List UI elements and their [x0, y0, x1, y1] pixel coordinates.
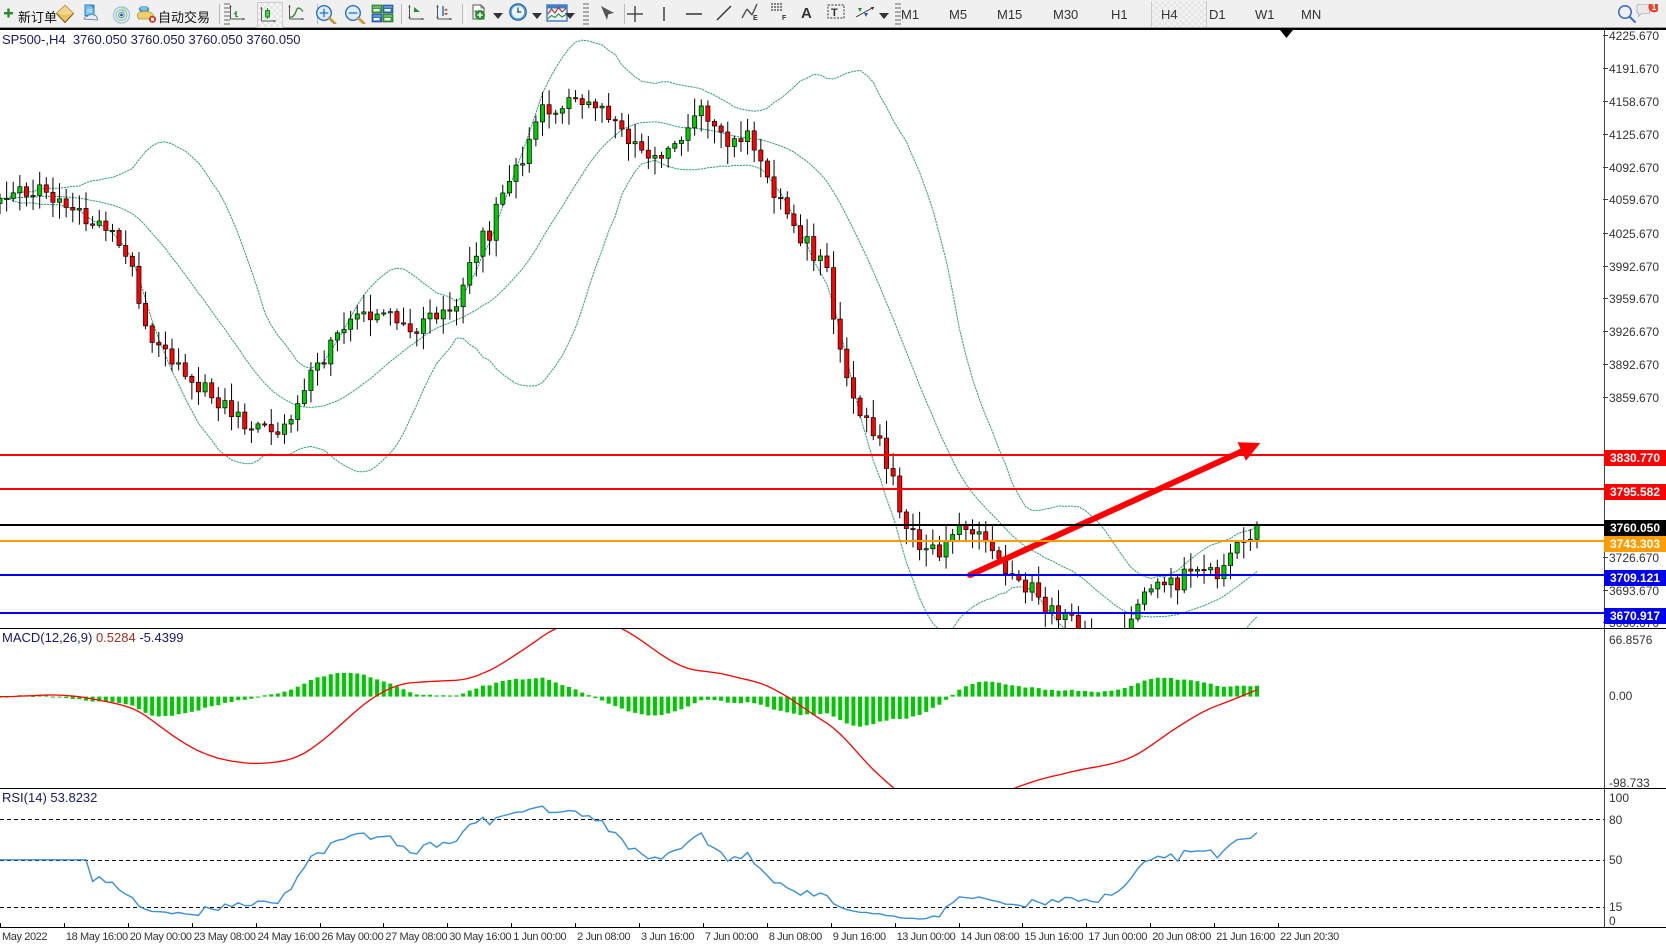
svg-text:F: F: [782, 15, 787, 21]
svg-text:1: 1: [1652, 4, 1657, 12]
svg-text:A: A: [801, 5, 812, 22]
svg-text:E: E: [753, 15, 758, 21]
svg-text:T: T: [831, 7, 838, 19]
